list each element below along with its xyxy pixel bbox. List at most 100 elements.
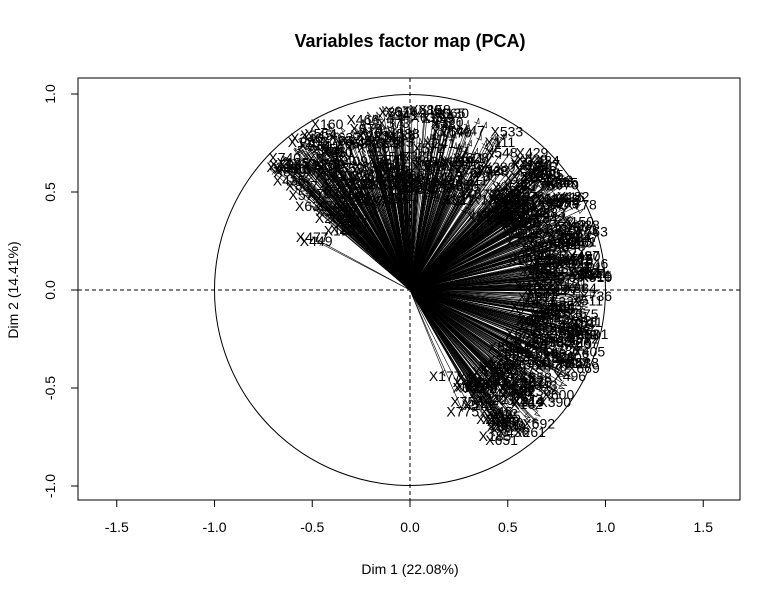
variable-label: X406 (547, 191, 580, 207)
variable-label: X610 (482, 411, 515, 427)
variable-label: X375 (396, 170, 429, 186)
variable-label: X302 (343, 176, 376, 192)
x-axis-ticks: -1.5 -1.0 -0.5 0.0 0.5 1.0 1.5 (105, 499, 713, 535)
variable-label: X350 (491, 414, 524, 430)
y-tick-label: -0.5 (42, 376, 58, 400)
arrow-head (576, 357, 583, 364)
variable-label: X262 (520, 322, 553, 338)
variable-label: X776 (530, 256, 563, 272)
variable-label: X405 (572, 343, 605, 359)
variable-label: X612 (548, 236, 581, 252)
y-tick-label: 0.0 (42, 280, 58, 300)
variable-label: X667 (566, 335, 599, 351)
variable-label: X785 (539, 333, 572, 349)
variable-label: X354 (547, 227, 580, 243)
variable-label: X512 (467, 209, 500, 225)
variable-label: X799 (503, 177, 536, 193)
variable-arrow (409, 152, 533, 291)
variable-label: X570 (289, 187, 322, 203)
variable-label: X415 (579, 268, 612, 284)
arrow-head (508, 382, 515, 389)
arrow-head (576, 235, 583, 242)
variable-arrow (409, 175, 417, 291)
variable-label: X884 (564, 280, 597, 296)
arrow-head (347, 168, 353, 175)
arrow-head (543, 366, 550, 372)
arrow-head (534, 379, 542, 386)
variable-label: X335 (353, 158, 386, 174)
arrow-head (555, 259, 562, 265)
variable-arrow (409, 176, 447, 291)
variable-label: X689 (367, 135, 400, 151)
arrow-head (443, 121, 449, 129)
arrow-head (389, 114, 396, 121)
arrow-head (551, 281, 558, 288)
variable-label: X512 (566, 331, 599, 347)
arrow-head (536, 274, 543, 280)
arrow-head (360, 124, 367, 131)
arrow-head (474, 117, 480, 125)
arrow-head (387, 116, 394, 123)
variable-label: X114 (527, 330, 559, 346)
variable-arrow (409, 289, 489, 389)
arrow-head (331, 148, 337, 156)
arrow-head (414, 182, 420, 189)
variable-label: X174 (382, 190, 415, 206)
arrow-head (468, 209, 475, 217)
arrow-head (551, 387, 559, 393)
arrow-head (448, 113, 455, 120)
variable-label: X408 (536, 264, 569, 280)
variable-label: X510 (328, 207, 361, 223)
arrow-head (531, 204, 538, 211)
arrow-head (367, 147, 373, 154)
arrow-head (523, 201, 531, 208)
variable-label: X445 (500, 383, 533, 399)
variable-arrow (409, 289, 533, 309)
variable-arrow (354, 177, 411, 291)
variable-label: X150 (561, 214, 594, 230)
arrow-head (413, 175, 419, 182)
variable-arrow (409, 214, 536, 291)
variable-arrow (409, 289, 556, 388)
arrow-head (545, 283, 552, 290)
variable-label: X763 (321, 133, 354, 149)
arrow-head (540, 171, 547, 178)
variable-arrow (409, 127, 415, 291)
variable-label: X716 (448, 156, 481, 172)
variable-label: X441 (559, 253, 592, 269)
arrow-head (539, 262, 547, 268)
arrow-head (449, 193, 456, 200)
arrow-head (283, 159, 290, 166)
variable-label: X603 (492, 417, 525, 433)
variable-label: X375 (378, 159, 411, 175)
arrow-head (575, 345, 583, 352)
variable-label: X511 (453, 150, 485, 166)
variable-arrow (409, 187, 509, 291)
arrow-head (556, 203, 564, 209)
variable-arrow (316, 240, 411, 291)
arrow-head (542, 326, 549, 332)
variable-label: X291 (570, 259, 603, 275)
arrow-head (544, 197, 552, 204)
variable-label: X659 (413, 153, 446, 169)
variable-label: X772 (514, 277, 547, 293)
chart-title: Variables factor map (PCA) (294, 31, 525, 51)
variable-arrow (409, 228, 549, 291)
variable-label: X768 (476, 164, 509, 180)
variable-arrow (409, 203, 564, 291)
arrow-head (371, 140, 377, 147)
variable-arrow (409, 289, 526, 381)
arrow-head (565, 286, 572, 293)
arrow-head (467, 157, 474, 164)
arrow-head (509, 422, 516, 430)
variable-label: X804 (504, 199, 537, 215)
arrow-head (553, 219, 560, 226)
x-tick-label: -0.5 (300, 519, 324, 535)
arrow-head (412, 152, 418, 159)
variable-label: X436 (497, 424, 530, 440)
arrow-head (575, 338, 583, 345)
variable-label: X814 (364, 129, 397, 145)
variable-label: X397 (266, 159, 299, 175)
variable-arrow (409, 289, 518, 396)
arrow-head (577, 208, 584, 215)
